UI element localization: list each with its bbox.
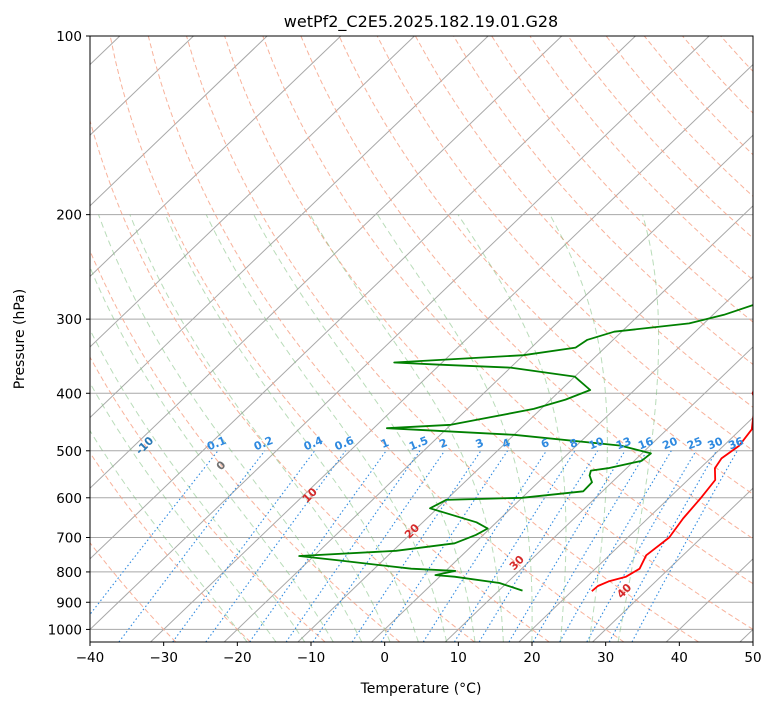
- mixing-ratio-line-4: [380, 450, 508, 642]
- x-tick-label: −30: [149, 650, 178, 666]
- moist-adiabat--12: [90, 328, 306, 642]
- mixing-ratio-label: 8: [568, 436, 580, 451]
- isotherm-0: [371, 275, 753, 642]
- isotherm-30: [592, 487, 753, 642]
- mixing-ratio-line-6: [422, 450, 547, 642]
- isotherm--60: [90, 36, 563, 489]
- y-tick-label: 300: [56, 312, 82, 328]
- moist-adiabat--8: [90, 266, 334, 642]
- isotherm--100: [90, 36, 268, 207]
- y-tick-label: 700: [56, 531, 82, 547]
- x-tick-label: 10: [450, 650, 467, 666]
- isotherm--70: [90, 36, 489, 419]
- isotherm-grid: [90, 36, 753, 642]
- x-tick-label: 30: [597, 650, 614, 666]
- dry-adiabat-0: [90, 249, 401, 642]
- dry-adiabats: [90, 36, 753, 642]
- isotherm--30: [150, 63, 753, 642]
- isotherm--80: [90, 36, 415, 348]
- x-axis-label: Temperature (°C): [360, 681, 482, 697]
- x-tick-label: 0: [380, 650, 389, 666]
- mixing-ratio-line-30: [608, 450, 717, 642]
- mixing-ratio-label: 3: [474, 436, 486, 451]
- y-tick-label: 1000: [48, 622, 82, 638]
- moist-adiabat-0: [129, 214, 391, 642]
- mixing-ratio-label: 36: [726, 435, 745, 453]
- isotherm-20: [518, 416, 753, 642]
- y-tick-label: 500: [56, 444, 82, 460]
- dry-adiabat-20: [109, 36, 550, 642]
- isotherm-10: [444, 346, 753, 642]
- y-tick-label: 100: [56, 29, 82, 45]
- dewpoint-profile: [298, 304, 753, 592]
- mixing-ratio-line-0.4: [172, 450, 316, 642]
- moist-adiabat-32: [617, 214, 660, 642]
- x-axis-ticks: −40 −30 −20 −10 0 10 20 30 40 50: [76, 642, 762, 666]
- mixing-ratio-label: 10: [587, 435, 606, 453]
- x-tick-label: 40: [671, 650, 688, 666]
- x-tick-label: −40: [76, 650, 105, 666]
- moist-adiabat-20: [377, 214, 533, 642]
- dry-adiabat-40: [186, 36, 699, 642]
- y-tick-label: 600: [56, 491, 82, 507]
- dry-adiabat-110: [453, 36, 753, 366]
- mixing-ratio-label: 2: [437, 436, 449, 451]
- isotherm--40: [90, 36, 710, 631]
- x-tick-label: 50: [744, 650, 761, 666]
- y-tick-label: 200: [56, 208, 82, 224]
- mixing-ratio-line-1: [249, 450, 387, 642]
- mixing-ratio-line-3: [351, 450, 482, 642]
- dry-adiabat-120: [491, 36, 753, 323]
- moist-adiabat--20: [90, 429, 248, 642]
- x-tick-label: −20: [223, 650, 252, 666]
- sounding-profiles: [298, 304, 753, 592]
- dry-adiabat--30: [90, 541, 177, 642]
- dry-adiabat-30: [147, 36, 625, 642]
- moist-adiabat-16: [309, 214, 504, 642]
- y-axis-label: Pressure (hPa): [12, 289, 28, 389]
- y-tick-label: 400: [56, 386, 82, 402]
- x-tick-label: −10: [297, 650, 326, 666]
- moist-adiabat-8: [205, 214, 448, 642]
- dry-adiabat-80: [338, 36, 753, 495]
- x-tick-label: 20: [523, 650, 540, 666]
- mixing-ratio-label: 13: [614, 435, 633, 453]
- dry-adiabat-90: [376, 36, 753, 452]
- mixing-ratio-label: 30: [706, 435, 725, 453]
- mixing-ratio-line-8: [453, 450, 576, 642]
- mixing-ratio-label: 16: [636, 435, 655, 453]
- moist-adiabat-12: [253, 214, 476, 642]
- mixing-ratio-line-1.5: [285, 450, 421, 642]
- mixing-ratio-label: 25: [685, 435, 704, 453]
- dry-adiabat-70: [300, 36, 753, 540]
- mixing-ratio-lines: [90, 450, 738, 642]
- mixing-ratio-line-2: [312, 450, 446, 642]
- chart-title: wetPf2_C2E5.2025.182.19.01.G28: [284, 12, 558, 32]
- mixing-ratio-line-0.6: [205, 450, 347, 642]
- y-tick-label: 800: [56, 565, 82, 581]
- mixing-ratio-label: 20: [660, 435, 679, 453]
- dry-adiabat-10: [90, 118, 475, 642]
- isotherm--50: [90, 36, 636, 560]
- moist-adiabat-28: [549, 214, 608, 642]
- temperature-profile: [591, 389, 753, 592]
- moist-adiabats: [90, 214, 660, 642]
- mixing-ratio-line-0.2: [118, 450, 266, 642]
- moist-adiabat--4: [98, 214, 363, 642]
- moist-adiabat--16: [90, 382, 277, 642]
- y-tick-label: 900: [56, 595, 82, 611]
- y-axis-ticks: 100 200 300 400 500 600 700 800 900 1000: [48, 29, 90, 638]
- mixing-ratio-label: 1: [379, 436, 391, 451]
- moist-adiabat-4: [164, 214, 419, 642]
- plot-area: 0.10.20.40.611.52346810131620253036-100-…: [90, 36, 753, 642]
- dry-adiabat--20: [90, 451, 251, 642]
- mixing-ratio-line-13: [508, 450, 626, 642]
- plot-frame: [89, 35, 754, 643]
- isotherm--20: [223, 134, 753, 642]
- isotherm--10: [297, 205, 753, 642]
- isotherm--90: [90, 36, 342, 278]
- mixing-ratio-line-36: [631, 450, 738, 642]
